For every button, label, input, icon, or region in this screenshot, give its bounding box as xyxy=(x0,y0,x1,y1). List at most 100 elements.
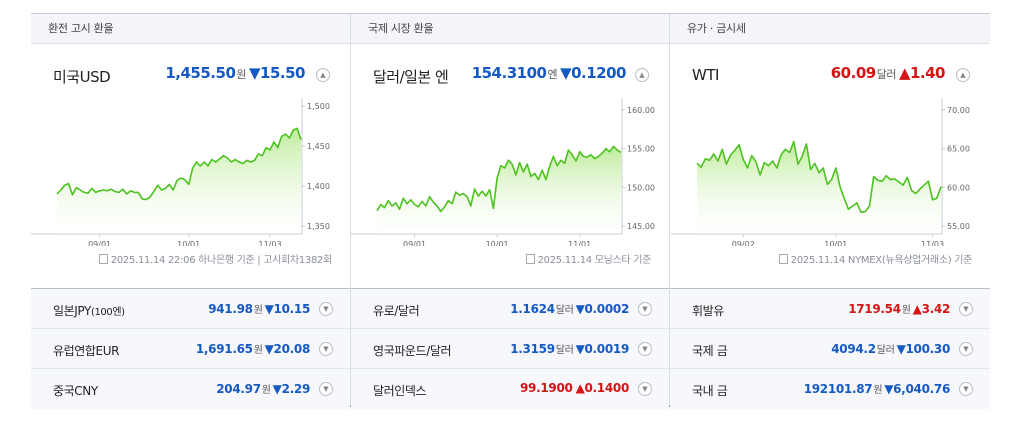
y-tick-label: 65.00 xyxy=(947,145,970,154)
list-item-change: ▼0.0002 xyxy=(575,302,630,316)
main-quote-change: ▼15.50 xyxy=(249,64,305,82)
list-item[interactable]: 영국파운드/달러 1.3159달러 ▼0.0019 ▼ xyxy=(351,329,669,369)
chevron-down-icon[interactable]: ▼ xyxy=(319,382,333,396)
list-item[interactable]: 달러인덱스 99.1900 ▲0.1400 ▼ xyxy=(351,369,669,409)
chart-line xyxy=(56,127,302,201)
main-quote-change: ▲1.40 xyxy=(898,64,946,82)
chevron-down-icon[interactable]: ▼ xyxy=(959,382,973,396)
main-quote[interactable]: 미국USD 1,455.50원 ▼15.50 ▲ xyxy=(31,64,350,86)
chevron-down-icon[interactable]: ▼ xyxy=(319,342,333,356)
list-item-name: 영국파운드/달러 xyxy=(373,344,452,358)
main-quote-value-group: 60.09달러 ▲1.40 xyxy=(831,64,946,82)
list-item[interactable]: 중국CNY 204.97원 ▼2.29 ▼ xyxy=(31,369,350,409)
list-item-value: 204.97 xyxy=(216,382,261,396)
list-item-name: 일본JPY xyxy=(53,304,91,318)
panel-header: 유가 · 금시세 xyxy=(670,14,990,44)
source-note: 2025.11.14 22:06 하나은행 기준 | 고시회차1382회 xyxy=(98,251,332,266)
list-item-unit: 원 xyxy=(253,345,263,356)
wti-chart: 70.00 65.00 60.00 55.00 09/02 10/01 11/03 xyxy=(671,98,970,246)
oil-gold-panel: 유가 · 금시세 WTI 60.09달러 ▲1.40 ▲ 70.00 65.00 60… xyxy=(670,14,990,409)
quote-list: 일본JPY(100엔) 941.98원 ▼10.15 ▼ 유럽연합EUR 1,69… xyxy=(31,288,350,409)
list-item-change: ▲0.1400 xyxy=(575,381,630,395)
list-item-value: 1.3159 xyxy=(510,342,555,356)
y-tick-label: 1,450 xyxy=(307,142,330,151)
x-tick-label: 11/01 xyxy=(568,240,591,246)
list-item-name: 유럽연합EUR xyxy=(53,344,120,358)
panel-header: 국제 시장 환율 xyxy=(351,14,669,44)
y-tick-label: 70.00 xyxy=(947,106,970,115)
document-icon xyxy=(525,254,535,264)
main-quote-change: ▼0.1200 xyxy=(560,64,626,82)
usd-chart: 1,500 1,450 1,400 1,350 09/01 10/01 11/03 xyxy=(31,98,330,246)
chart-line xyxy=(696,140,942,214)
list-item-name-sub: (100엔) xyxy=(90,307,125,318)
jpy-chart: 160.00 155.00 150.00 145.00 09/01 10/01 11/01 xyxy=(351,98,655,246)
international-fx-panel: 국제 시장 환율 달러/일본 엔 154.3100엔 ▼0.1200 ▲ 160.… xyxy=(351,14,670,409)
chevron-up-icon[interactable]: ▲ xyxy=(635,68,649,82)
list-item-change: ▼20.08 xyxy=(264,342,311,356)
main-quote-name: 달러/일본 엔 xyxy=(373,68,449,86)
x-tick-label: 09/02 xyxy=(732,240,755,246)
list-item-unit: 달러 xyxy=(876,345,895,356)
x-tick-label: 10/01 xyxy=(824,240,847,246)
y-tick-label: 155.00 xyxy=(627,145,655,154)
y-tick-label: 1,400 xyxy=(307,182,330,191)
chevron-up-icon[interactable]: ▲ xyxy=(316,68,330,82)
x-tick-label: 09/01 xyxy=(403,240,426,246)
list-item-name: 휘발유 xyxy=(692,304,724,318)
y-tick-label: 1,500 xyxy=(307,102,330,111)
main-quote-value-group: 1,455.50원 ▼15.50 xyxy=(165,64,305,82)
y-tick-label: 1,350 xyxy=(307,222,330,231)
list-item[interactable]: 국내 금 192101.87원 ▼6,040.76 ▼ xyxy=(670,369,990,409)
list-item-change: ▼100.30 xyxy=(896,342,951,356)
list-item-unit: 원 xyxy=(261,385,271,396)
y-tick-label: 55.00 xyxy=(947,222,970,231)
main-quote-value: 154.3100 xyxy=(471,64,547,82)
main-quote-value: 1,455.50 xyxy=(165,64,236,82)
main-quote[interactable]: 달러/일본 엔 154.3100엔 ▼0.1200 ▲ xyxy=(351,64,669,86)
chevron-down-icon[interactable]: ▼ xyxy=(638,382,652,396)
list-item-unit: 원 xyxy=(901,305,911,316)
chevron-down-icon[interactable]: ▼ xyxy=(959,302,973,316)
list-item[interactable]: 일본JPY(100엔) 941.98원 ▼10.15 ▼ xyxy=(31,289,350,329)
main-quote-unit: 엔 xyxy=(547,68,558,81)
document-icon xyxy=(778,254,788,264)
list-item-name: 달러인덱스 xyxy=(373,384,427,398)
chevron-up-icon[interactable]: ▲ xyxy=(956,68,970,82)
list-item-value: 192101.87 xyxy=(803,382,873,396)
list-item-change: ▼0.0019 xyxy=(575,342,630,356)
source-note: 2025.11.14 모닝스타 기준 xyxy=(525,251,651,266)
x-tick-label: 10/01 xyxy=(486,240,509,246)
market-widget: 환전 고시 환율 미국USD 1,455.50원 ▼15.50 ▲ 1,500 1,… xyxy=(31,13,990,409)
chart-area xyxy=(57,128,301,234)
list-item[interactable]: 국제 금 4094.2달러 ▼100.30 ▼ xyxy=(670,329,990,369)
list-item[interactable]: 유로/달러 1.1624달러 ▼0.0002 ▼ xyxy=(351,289,669,329)
chart-line xyxy=(376,145,622,213)
list-item-value: 4094.2 xyxy=(831,342,876,356)
list-item-unit: 원 xyxy=(873,385,883,396)
chevron-down-icon[interactable]: ▼ xyxy=(638,302,652,316)
list-item-unit: 달러 xyxy=(555,345,574,356)
chevron-down-icon[interactable]: ▼ xyxy=(638,342,652,356)
quote-list: 휘발유 1719.54원 ▲3.42 ▼ 국제 금 4094.2달러 ▼100.30… xyxy=(670,288,990,409)
y-tick-label: 145.00 xyxy=(627,222,655,231)
list-item-unit: 원 xyxy=(253,305,263,316)
list-item-value: 1,691.65 xyxy=(195,342,253,356)
list-item-name: 중국CNY xyxy=(53,384,98,398)
main-quote-name: 미국USD xyxy=(53,68,111,86)
list-item[interactable]: 유럽연합EUR 1,691.65원 ▼20.08 ▼ xyxy=(31,329,350,369)
list-item-name: 유로/달러 xyxy=(373,304,420,318)
panel-header: 환전 고시 환율 xyxy=(31,14,350,44)
list-item-value: 99.1900 xyxy=(520,381,573,395)
main-quote[interactable]: WTI 60.09달러 ▲1.40 ▲ xyxy=(670,64,990,86)
main-quote-unit: 원 xyxy=(236,68,247,81)
list-item-value: 1719.54 xyxy=(848,302,901,316)
exchange-rate-panel: 환전 고시 환율 미국USD 1,455.50원 ▼15.50 ▲ 1,500 1,… xyxy=(31,14,351,409)
chevron-down-icon[interactable]: ▼ xyxy=(959,342,973,356)
list-item[interactable]: 휘발유 1719.54원 ▲3.42 ▼ xyxy=(670,289,990,329)
x-tick-label: 11/03 xyxy=(258,240,281,246)
main-quote-name: WTI xyxy=(692,66,719,84)
chevron-down-icon[interactable]: ▼ xyxy=(319,302,333,316)
list-item-change: ▼10.15 xyxy=(264,302,311,316)
list-item-value: 1.1624 xyxy=(510,302,555,316)
